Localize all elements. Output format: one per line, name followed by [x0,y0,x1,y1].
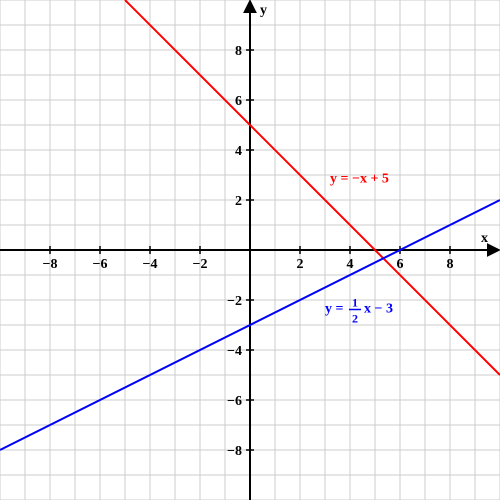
line-chart: −8−6−4−22468−8−6−4−22468xyy = −x + 5y = … [0,0,500,500]
x-tick-label: 2 [297,257,304,272]
y-tick-label: 6 [235,94,242,109]
y-tick-label: −4 [227,344,242,359]
x-axis-label: x [481,231,488,246]
x-tick-label: −2 [193,257,208,272]
y-axis-label: y [260,3,267,18]
y-tick-label: 4 [235,144,242,159]
x-tick-label: −4 [143,257,158,272]
equation-label-1: y = −x + 5 [330,172,389,187]
y-tick-label: −6 [227,394,242,409]
svg-text:1: 1 [352,296,358,310]
y-tick-label: 2 [235,194,242,209]
svg-text:y =: y = [325,302,344,317]
x-tick-label: −8 [43,257,58,272]
x-tick-label: 4 [347,257,354,272]
svg-text:2: 2 [352,312,358,326]
x-tick-label: 8 [447,257,454,272]
x-tick-label: −6 [93,257,108,272]
y-tick-label: −8 [227,444,242,459]
x-tick-label: 6 [397,257,404,272]
svg-text:x − 3: x − 3 [364,302,393,317]
y-tick-label: 8 [235,44,242,59]
y-tick-label: −2 [227,294,242,309]
